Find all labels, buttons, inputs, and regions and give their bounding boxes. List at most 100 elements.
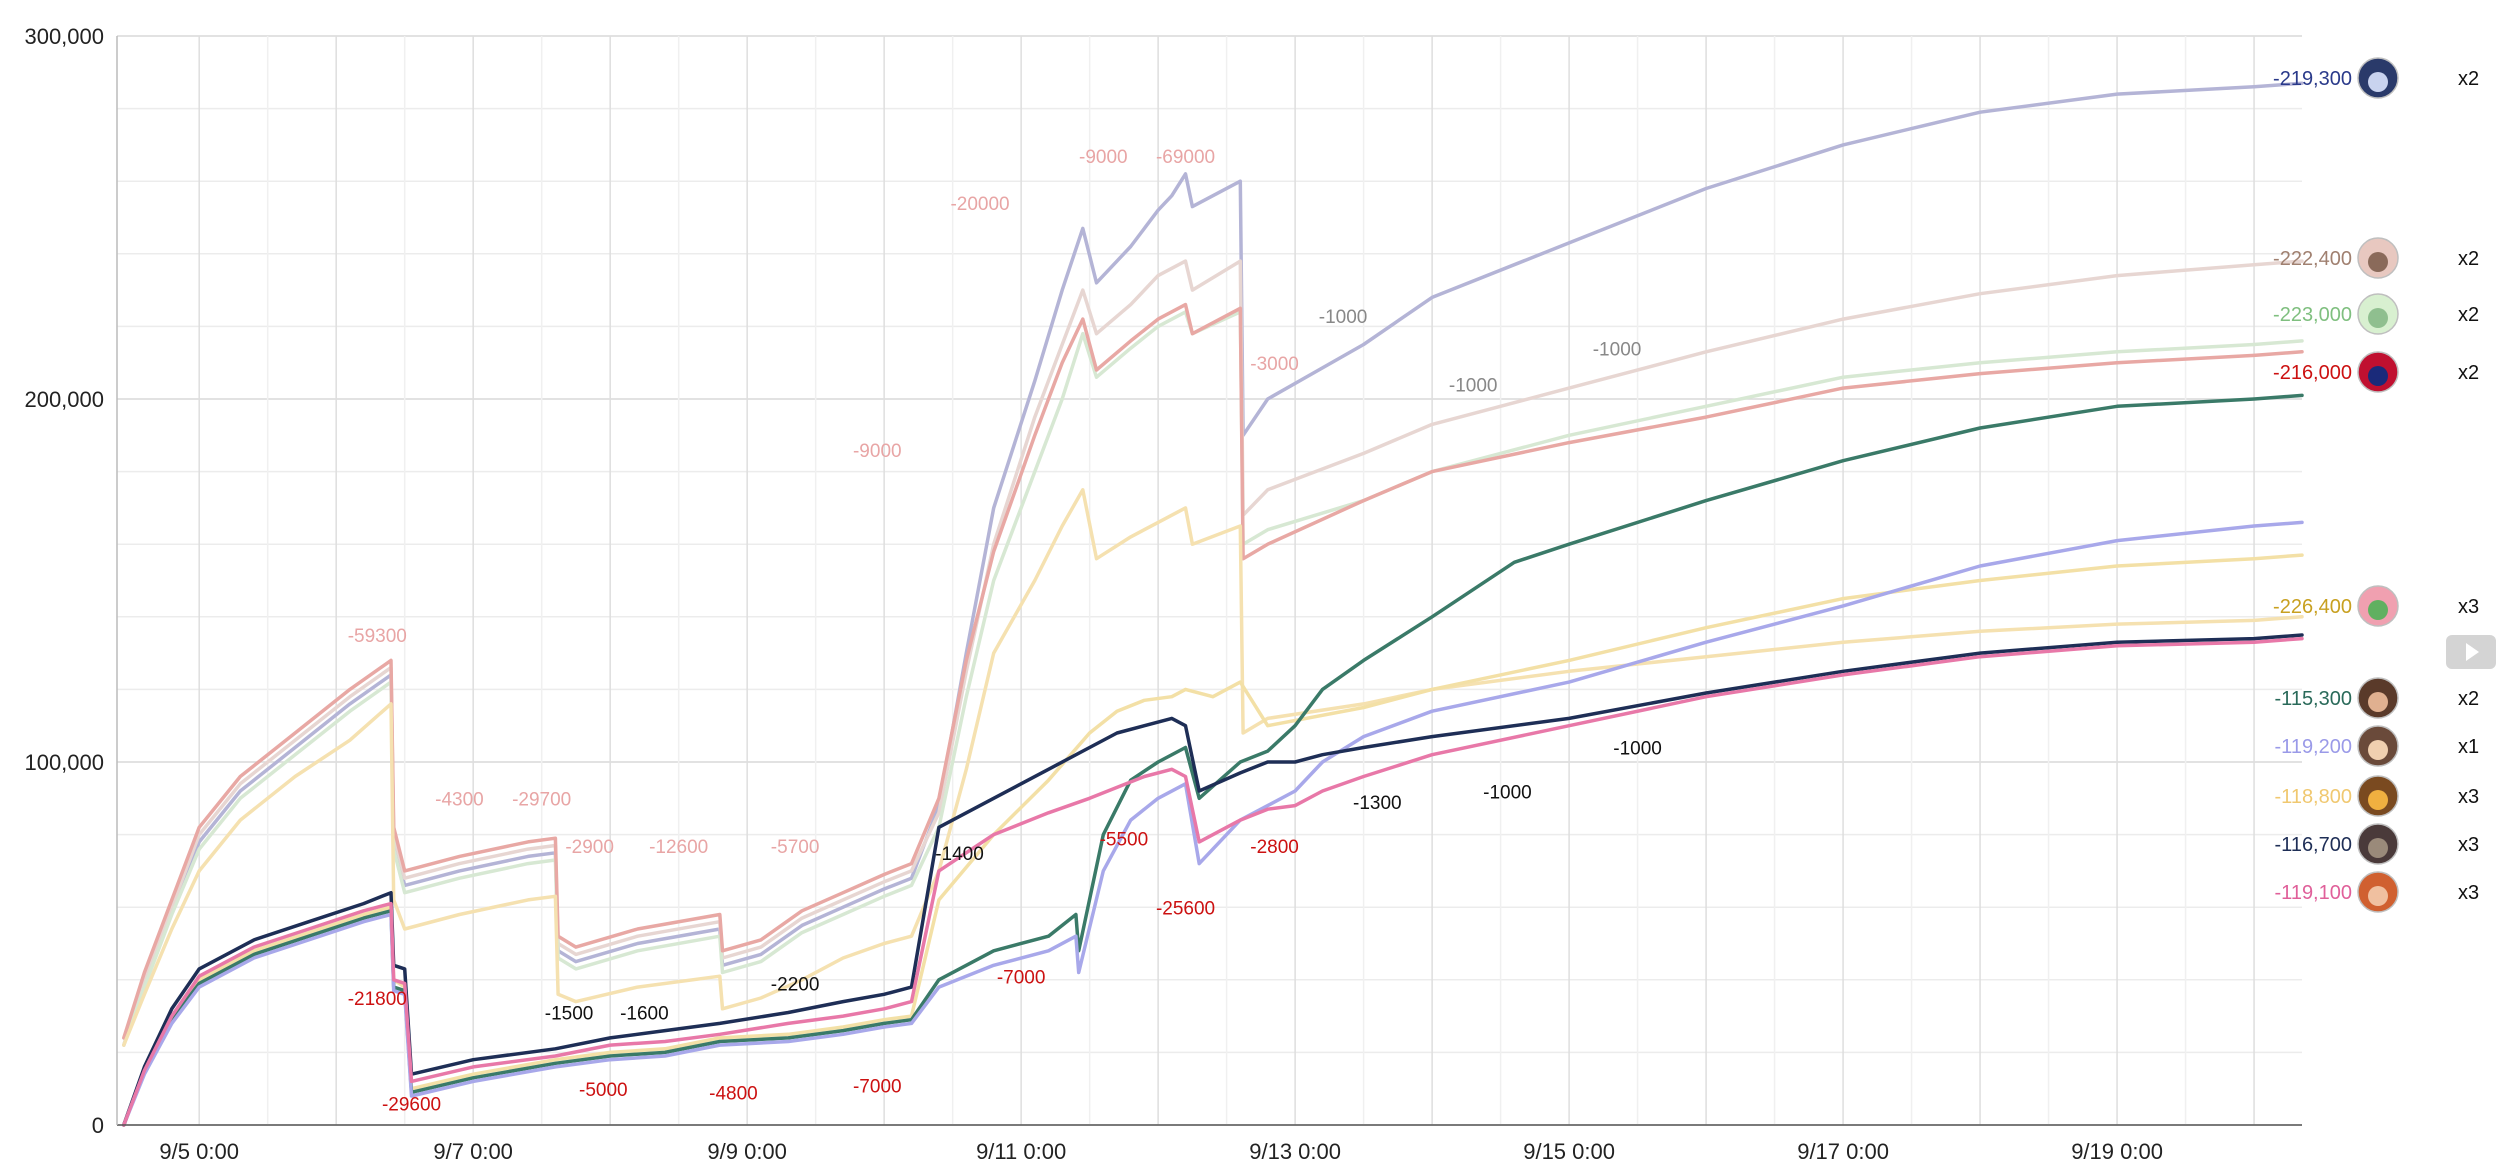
legend-multiplier: x3 bbox=[2458, 596, 2479, 618]
annotation-label: -5700 bbox=[771, 837, 820, 858]
x-tick-label: 9/9 0:00 bbox=[707, 1139, 787, 1164]
avatar[interactable] bbox=[2357, 237, 2399, 279]
series-line-6 bbox=[122, 393, 2304, 1127]
avatar-face bbox=[2368, 366, 2388, 386]
annotation-label: -9000 bbox=[1079, 147, 1128, 168]
avatar-face bbox=[2368, 740, 2388, 760]
annotation-label: -29700 bbox=[512, 790, 571, 811]
annotation-label: -4300 bbox=[435, 790, 484, 811]
play-button[interactable] bbox=[2446, 635, 2496, 669]
series-line-9 bbox=[122, 636, 2304, 1127]
legend-item: -119,200 x1 bbox=[2275, 725, 2479, 767]
legend-item: -226,400 x3 bbox=[2273, 585, 2479, 627]
play-icon[interactable] bbox=[2466, 643, 2479, 661]
avatar[interactable] bbox=[2357, 585, 2399, 627]
annotation-label: -12600 bbox=[649, 837, 708, 858]
avatar[interactable] bbox=[2357, 871, 2399, 913]
avatar-face bbox=[2368, 600, 2388, 620]
legend-value: -223,000 bbox=[2273, 304, 2352, 326]
avatar[interactable] bbox=[2357, 677, 2399, 719]
legend-item: -116,700 x3 bbox=[2275, 823, 2479, 865]
annotation-label: -29600 bbox=[382, 1094, 441, 1115]
avatar-face bbox=[2368, 790, 2388, 810]
x-tick-label: 9/15 0:00 bbox=[1523, 1139, 1615, 1164]
avatar[interactable] bbox=[2357, 57, 2399, 99]
series-lines bbox=[122, 81, 2304, 1127]
series-line-4 bbox=[122, 488, 2304, 1047]
annotation-label: -1300 bbox=[1353, 793, 1402, 814]
annotation-label: -20000 bbox=[950, 194, 1009, 215]
legend-multiplier: x2 bbox=[2458, 68, 2479, 90]
legend-multiplier: x3 bbox=[2458, 882, 2479, 904]
annotation-label: -1000 bbox=[1593, 339, 1642, 360]
legend-value: -119,100 bbox=[2275, 882, 2352, 904]
x-tick-label: 9/19 0:00 bbox=[2071, 1139, 2163, 1164]
legend-item: -223,000 x2 bbox=[2273, 293, 2479, 335]
x-tick-label: 9/7 0:00 bbox=[433, 1139, 513, 1164]
annotation-label: -1000 bbox=[1449, 376, 1498, 397]
axes: 0 100,000 200,000 300,000 9/5 0:00 9/7 0:00 9/… bbox=[24, 24, 2302, 1164]
legend-multiplier: x2 bbox=[2458, 248, 2479, 270]
annotation-label: -21800 bbox=[348, 989, 407, 1010]
annotation-label: -4800 bbox=[709, 1084, 758, 1105]
avatar[interactable] bbox=[2357, 823, 2399, 865]
annotation-label: -5000 bbox=[579, 1080, 628, 1101]
annotation-label: -2900 bbox=[565, 837, 614, 858]
annotation-label: -1000 bbox=[1613, 739, 1662, 760]
series-line-5 bbox=[122, 553, 2304, 1127]
legend-value: -119,200 bbox=[2275, 736, 2352, 758]
annotation-label: -3000 bbox=[1250, 354, 1299, 375]
annotation-label: -1600 bbox=[620, 1004, 669, 1025]
legend-value: -116,700 bbox=[2275, 834, 2352, 856]
annotation-label: -25600 bbox=[1156, 898, 1215, 919]
avatar[interactable] bbox=[2357, 293, 2399, 335]
legend-value: -219,300 bbox=[2273, 68, 2352, 90]
annotation-label: -1000 bbox=[1319, 307, 1368, 328]
x-tick-label: 9/13 0:00 bbox=[1249, 1139, 1341, 1164]
annotation-label: -69000 bbox=[1156, 147, 1215, 168]
series-line-8 bbox=[122, 633, 2304, 1127]
avatar-face bbox=[2368, 838, 2388, 858]
avatar[interactable] bbox=[2357, 775, 2399, 817]
annotation-label: -59300 bbox=[348, 626, 407, 647]
y-tick-label: 300,000 bbox=[24, 24, 104, 49]
avatar-face bbox=[2368, 72, 2388, 92]
annotation-label: -7000 bbox=[853, 1076, 902, 1097]
legend-value: -115,300 bbox=[2275, 688, 2352, 710]
series-line-7 bbox=[122, 520, 2304, 1127]
legend-multiplier: x2 bbox=[2458, 304, 2479, 326]
x-tick-label: 9/17 0:00 bbox=[1797, 1139, 1889, 1164]
annotation-label: -1500 bbox=[545, 1004, 594, 1025]
annotation-labels: -59300 -4300 -29700 -2900 -12600 -5700 -9000 -2… bbox=[348, 147, 1662, 1115]
legend-value: -118,800 bbox=[2275, 786, 2352, 808]
legend-item: -216,000 x2 bbox=[2273, 351, 2479, 393]
avatar[interactable] bbox=[2357, 351, 2399, 393]
annotation-label: -2200 bbox=[771, 975, 820, 996]
legend: -219,300 x2 -222,400 x2 -223,000 x2 -216,000 x2… bbox=[2273, 57, 2479, 913]
legend-value: -216,000 bbox=[2273, 362, 2352, 384]
legend-item: -222,400 x2 bbox=[2273, 237, 2479, 279]
avatar-face bbox=[2368, 886, 2388, 906]
legend-multiplier: x2 bbox=[2458, 362, 2479, 384]
annotation-label: -1400 bbox=[935, 844, 984, 865]
x-tick-label: 9/5 0:00 bbox=[159, 1139, 239, 1164]
annotation-label: -5500 bbox=[1100, 829, 1149, 850]
y-tick-label: 100,000 bbox=[24, 750, 104, 775]
legend-item: -118,800 x3 bbox=[2275, 775, 2479, 817]
legend-value: -226,400 bbox=[2273, 596, 2352, 618]
y-tick-label: 200,000 bbox=[24, 387, 104, 412]
annotation-label: -1000 bbox=[1483, 782, 1532, 803]
avatar-face bbox=[2368, 252, 2388, 272]
avatar[interactable] bbox=[2357, 725, 2399, 767]
annotation-label: -7000 bbox=[997, 967, 1046, 988]
legend-multiplier: x1 bbox=[2458, 736, 2479, 758]
annotation-label: -9000 bbox=[853, 441, 902, 462]
legend-item: -219,300 x2 bbox=[2273, 57, 2479, 99]
legend-value: -222,400 bbox=[2273, 248, 2352, 270]
avatar-face bbox=[2368, 308, 2388, 328]
legend-item: -119,100 x3 bbox=[2275, 871, 2479, 913]
avatar-face bbox=[2368, 692, 2388, 712]
annotation-label: -2800 bbox=[1250, 837, 1299, 858]
legend-multiplier: x3 bbox=[2458, 786, 2479, 808]
